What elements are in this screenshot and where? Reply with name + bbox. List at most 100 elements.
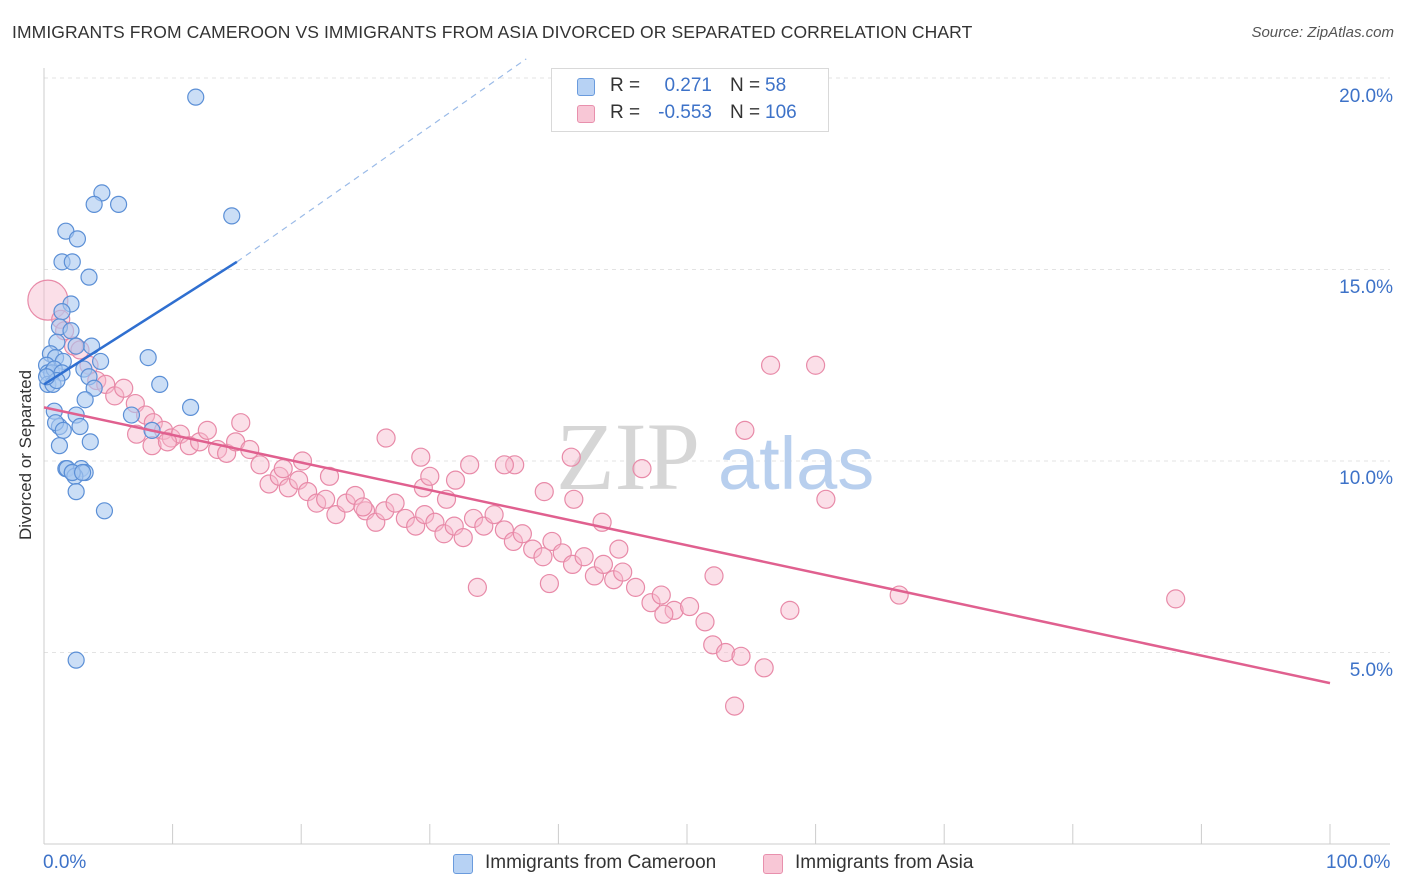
asia-point: [259, 474, 279, 494]
y-tick-label-10: 10.0%: [1339, 468, 1393, 489]
y-axis-label: Divorced or Separated: [16, 369, 35, 541]
asia-point: [445, 470, 466, 490]
cameroon-point: [122, 406, 141, 424]
asia-point: [375, 501, 395, 521]
cameroon-point: [187, 88, 205, 106]
axes: [43, 68, 1390, 845]
source-credit: Source: ZipAtlas.com: [1251, 24, 1394, 41]
cameroon-point: [67, 337, 85, 355]
cameroon-point: [54, 421, 72, 439]
n-value: 106: [765, 102, 797, 123]
cameroon-point: [71, 417, 89, 436]
asia-point: [574, 547, 594, 567]
asia-point: [625, 577, 646, 597]
asia-point: [512, 524, 532, 544]
asia-point: [816, 489, 836, 509]
asia-point: [654, 604, 674, 624]
asia-point: [731, 646, 751, 666]
n-label: N =: [730, 102, 761, 123]
asia-point: [453, 527, 473, 548]
cameroon-legend-swatch: [453, 854, 473, 874]
asia-point: [805, 355, 826, 375]
asia-point: [562, 554, 583, 575]
asia-point: [250, 455, 270, 475]
watermark: ZIP atlas: [556, 403, 874, 510]
asia-point: [533, 547, 553, 567]
cameroon-point: [62, 322, 80, 340]
asia-point: [385, 493, 405, 513]
stats-legend: R = 0.271 N = 58 R = -0.553 N = 106: [551, 68, 829, 132]
r-value: -0.553: [658, 102, 712, 123]
cameroon-trend-line: [43, 260, 238, 386]
asia-point: [539, 573, 559, 594]
asia-point: [505, 455, 525, 475]
asia-point: [609, 539, 629, 559]
cameroon-point: [182, 398, 200, 416]
cameroon-point: [68, 230, 87, 248]
asia-point: [651, 585, 671, 605]
x-tick-label-0: 0.0%: [43, 852, 87, 873]
asia-point: [411, 447, 431, 467]
asia-point: [353, 497, 373, 517]
asia-point: [760, 355, 781, 375]
chart-title: IMMIGRANTS FROM CAMEROON VS IMMIGRANTS F…: [12, 22, 973, 42]
n-label: N =: [730, 75, 761, 96]
asia-point: [376, 428, 396, 448]
y-tick-label-5: 5.0%: [1349, 660, 1393, 681]
asia-point: [467, 577, 487, 597]
asia-swatch: [577, 105, 595, 123]
cameroon-point: [67, 483, 85, 501]
asia-point: [561, 447, 581, 467]
cameroon-swatch: [577, 78, 595, 96]
asia-point: [704, 566, 724, 586]
asia-point: [593, 554, 614, 575]
asia-point: [273, 459, 293, 479]
asia-point: [420, 466, 440, 486]
asia-point: [695, 612, 715, 632]
asia-point: [179, 436, 199, 456]
asia-point: [641, 593, 661, 613]
asia-point: [632, 459, 652, 479]
series-cameroon: [37, 88, 241, 669]
cameroon-trend-extension: [236, 58, 527, 263]
cameroon-point: [139, 348, 157, 367]
cameroon-point: [95, 502, 114, 520]
cameroon-point: [53, 303, 71, 321]
asia-point: [114, 378, 134, 398]
cameroon-point: [50, 437, 69, 455]
asia-point: [1166, 589, 1186, 609]
asia-point: [724, 696, 745, 716]
r-label: R =: [610, 102, 641, 123]
asia-point: [316, 489, 336, 509]
asia-point: [494, 455, 514, 475]
y-tick-label-15: 15.0%: [1339, 277, 1393, 298]
legend-label-cameroon: Immigrants from Cameroon: [485, 852, 717, 873]
n-value: 58: [765, 75, 787, 96]
cameroon-point: [85, 195, 103, 213]
asia-point: [434, 524, 454, 544]
watermark-atlas: atlas: [718, 422, 874, 505]
asia-trend-line: [43, 406, 1331, 685]
legend-row-cameroon: R = 0.271 N = 58: [552, 73, 828, 100]
asia-point: [395, 508, 415, 529]
asia-point: [564, 489, 584, 509]
cameroon-point: [223, 207, 241, 225]
asia-point: [319, 466, 340, 486]
asia-point: [231, 413, 251, 433]
cameroon-point: [73, 463, 92, 482]
asia-point: [523, 539, 543, 559]
asia-point: [415, 505, 435, 525]
asia-legend-swatch: [763, 854, 783, 874]
asia-point: [460, 455, 480, 475]
x-tick-label-100: 100.0%: [1326, 852, 1391, 873]
asia-point: [197, 420, 217, 440]
r-label: R =: [610, 75, 641, 96]
cameroon-point: [81, 433, 99, 451]
asia-point: [484, 505, 504, 525]
legend-row-asia: R = -0.553 N = 106: [552, 100, 828, 127]
cameroon-point: [67, 651, 85, 669]
cameroon-point: [63, 253, 81, 271]
asia-point: [780, 600, 800, 620]
r-value: 0.271: [664, 75, 712, 96]
asia-point: [278, 478, 298, 498]
